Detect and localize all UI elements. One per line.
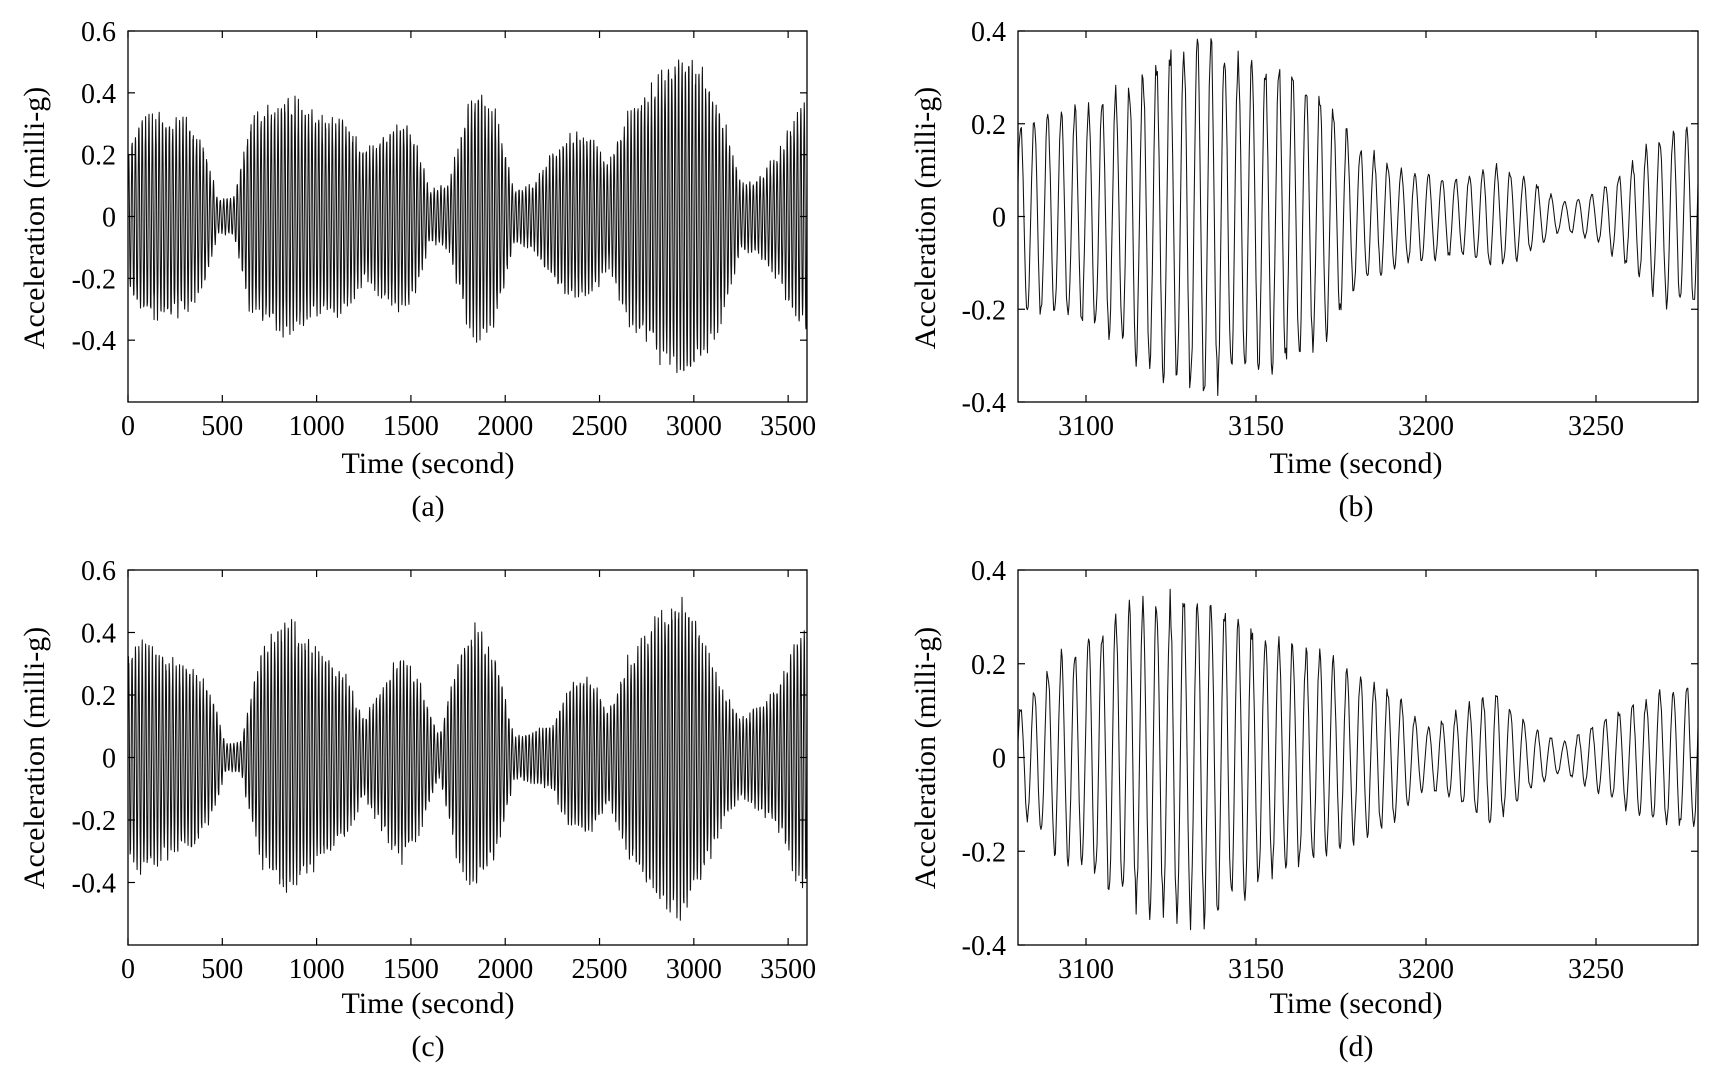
y-tick-label: 0.4: [81, 79, 116, 110]
panel-a-xlabel: Time (second): [341, 447, 514, 480]
y-tick-label: 0.6: [81, 17, 116, 48]
panel-b-trace: [1018, 38, 1698, 397]
y-tick-label: 0.2: [81, 681, 116, 712]
y-tick-label: 0.2: [971, 650, 1006, 681]
x-tick-label: 3200: [1398, 411, 1454, 442]
y-tick-label: -0.4: [962, 931, 1006, 962]
x-tick-label: 2000: [477, 954, 533, 985]
x-tick-label: 3000: [666, 411, 722, 442]
panel-d-xlabel: Time (second): [1269, 987, 1442, 1020]
x-tick-label: 3250: [1568, 954, 1624, 985]
y-tick-label: -0.4: [72, 326, 116, 357]
panel-a-label: (a): [411, 490, 444, 523]
panel-a-ylabel: Acceleration (milli-g): [18, 87, 51, 349]
y-tick-label: 0.2: [81, 141, 116, 172]
panel-d: Acceleration (milli-g) Time (second) (d)…: [909, 556, 1699, 1063]
x-tick-label: 3500: [760, 411, 816, 442]
x-tick-label: 0: [121, 954, 135, 985]
panel-c-trace: [128, 596, 807, 921]
y-tick-label: 0: [102, 203, 116, 234]
y-tick-label: 0: [992, 203, 1006, 234]
panel-d-ylabel: Acceleration (milli-g): [909, 627, 942, 889]
x-tick-label: 500: [201, 954, 243, 985]
x-tick-label: 0: [121, 411, 135, 442]
y-tick-label: 0.2: [971, 110, 1006, 141]
panel-b-ylabel: Acceleration (milli-g): [909, 87, 942, 349]
y-tick-label: -0.2: [962, 295, 1006, 326]
x-tick-label: 3200: [1398, 954, 1454, 985]
x-tick-label: 500: [201, 411, 243, 442]
panel-b-frame: [1017, 30, 1699, 403]
panel-c: Acceleration (milli-g) Time (second) (c)…: [18, 556, 816, 1063]
y-tick-label: -0.4: [72, 869, 116, 900]
panel-d-label: (d): [1339, 1030, 1374, 1063]
panel-c-xlabel: Time (second): [341, 987, 514, 1020]
y-tick-label: -0.2: [72, 806, 116, 837]
y-tick-label: 0: [992, 744, 1006, 775]
x-tick-label: 3000: [666, 954, 722, 985]
x-tick-label: 3100: [1058, 411, 1114, 442]
x-tick-label: 2500: [572, 411, 628, 442]
y-tick-label: 0.6: [81, 556, 116, 587]
panel-d-frame: [1017, 569, 1699, 946]
y-tick-label: 0.4: [971, 17, 1006, 48]
x-tick-label: 3150: [1228, 411, 1284, 442]
y-tick-label: 0: [102, 744, 116, 775]
panel-d-trace: [1018, 588, 1698, 931]
panel-c-label: (c): [411, 1030, 444, 1063]
x-tick-label: 1000: [289, 954, 345, 985]
panel-b-xlabel: Time (second): [1269, 447, 1442, 480]
x-tick-label: 1000: [289, 411, 345, 442]
x-tick-label: 3100: [1058, 954, 1114, 985]
x-tick-label: 3500: [760, 954, 816, 985]
y-tick-label: -0.2: [72, 264, 116, 295]
panel-a-trace: [128, 59, 807, 374]
y-tick-label: -0.4: [962, 388, 1006, 419]
panel-a: Acceleration (milli-g) Time (second) (a)…: [18, 17, 816, 523]
panel-b-label: (b): [1339, 490, 1374, 523]
y-tick-label: 0.4: [81, 619, 116, 650]
x-tick-label: 2500: [572, 954, 628, 985]
y-tick-label: -0.2: [962, 837, 1006, 868]
x-tick-label: 1500: [383, 954, 439, 985]
x-tick-label: 1500: [383, 411, 439, 442]
panel-c-ylabel: Acceleration (milli-g): [18, 627, 51, 889]
panel-b: Acceleration (milli-g) Time (second) (b)…: [909, 17, 1699, 523]
x-tick-label: 2000: [477, 411, 533, 442]
x-tick-label: 3250: [1568, 411, 1624, 442]
x-tick-label: 3150: [1228, 954, 1284, 985]
y-tick-label: 0.4: [971, 556, 1006, 587]
